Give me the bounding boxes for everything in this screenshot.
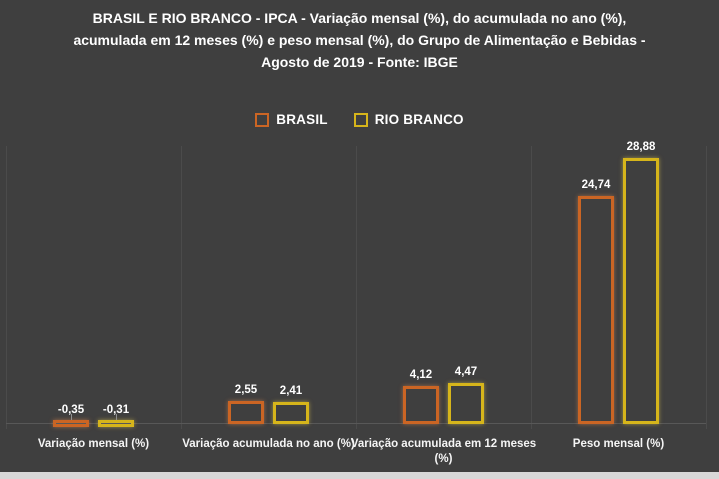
category-label-varia-o-mensal: Variação mensal (%) <box>0 437 189 452</box>
category-label-varia-o-acumulada-em-12-meses: Variação acumulada em 12 meses (%) <box>349 437 539 467</box>
bar-rio-branco-varia-o-mensal <box>98 420 134 427</box>
bar-rio-branco-varia-o-acumulada-em-12-meses <box>448 383 484 424</box>
category-label-line: (%) <box>434 453 453 465</box>
legend-item-rio-branco: RIO BRANCO <box>353 112 464 127</box>
gridline-vertical-3 <box>531 146 532 429</box>
gridline-vertical-2 <box>356 146 357 429</box>
chart-title-line-1: BRASIL E RIO BRANCO - IPCA - Variação me… <box>92 10 627 26</box>
legend-item-brasil: BRASIL <box>255 112 328 127</box>
value-label-brasil-varia-o-acumulada-em-12-meses: 4,12 <box>409 369 433 381</box>
bar-rio-branco-varia-o-acumulada-no-ano <box>273 402 309 424</box>
gridline-vertical-0 <box>6 146 7 429</box>
legend: BRASIL RIO BRANCO <box>0 112 719 127</box>
chart-title-line-3: Agosto de 2019 - Fonte: IBGE <box>261 54 458 70</box>
value-label-rio-branco-varia-o-acumulada-em-12-meses: 4,47 <box>454 366 478 378</box>
label-leader-line <box>116 414 117 420</box>
value-label-rio-branco-peso-mensal: 28,88 <box>626 141 656 153</box>
category-label-line: Variação mensal (%) <box>37 438 150 450</box>
value-label-rio-branco-varia-o-acumulada-no-ano: 2,41 <box>279 385 303 397</box>
bar-rio-branco-peso-mensal <box>623 158 659 424</box>
category-label-varia-o-acumulada-no-ano: Variação acumulada no ano (%) <box>174 437 364 452</box>
category-label-line: Variação acumulada em 12 meses <box>350 438 537 450</box>
bar-brasil-varia-o-mensal <box>53 420 89 427</box>
chart-title: BRASIL E RIO BRANCO - IPCA - Variação me… <box>0 7 719 73</box>
bottom-edge <box>0 472 719 479</box>
category-label-peso-mensal: Peso mensal (%) <box>524 437 714 452</box>
label-leader-line <box>71 414 72 420</box>
bar-brasil-varia-o-acumulada-no-ano <box>228 401 264 424</box>
legend-marker-rio-branco-icon <box>353 112 368 127</box>
gridline-vertical-4 <box>706 146 707 429</box>
gridline-vertical-1 <box>181 146 182 429</box>
bar-brasil-varia-o-acumulada-em-12-meses <box>403 386 439 424</box>
value-label-brasil-varia-o-acumulada-no-ano: 2,55 <box>234 384 258 396</box>
x-axis-baseline <box>6 423 706 424</box>
value-label-brasil-peso-mensal: 24,74 <box>581 179 611 191</box>
bar-brasil-peso-mensal <box>578 196 614 424</box>
value-label-brasil-varia-o-mensal: -0,35 <box>57 404 85 416</box>
category-label-line: Peso mensal (%) <box>572 438 665 450</box>
value-label-rio-branco-varia-o-mensal: -0,31 <box>102 404 130 416</box>
chart-title-line-2: acumulada em 12 meses (%) e peso mensal … <box>73 32 646 48</box>
category-label-line: Variação acumulada no ano (%) <box>182 438 355 450</box>
legend-marker-brasil-icon <box>255 112 270 127</box>
legend-label-rio-branco: RIO BRANCO <box>374 112 464 127</box>
legend-label-brasil: BRASIL <box>276 112 328 127</box>
